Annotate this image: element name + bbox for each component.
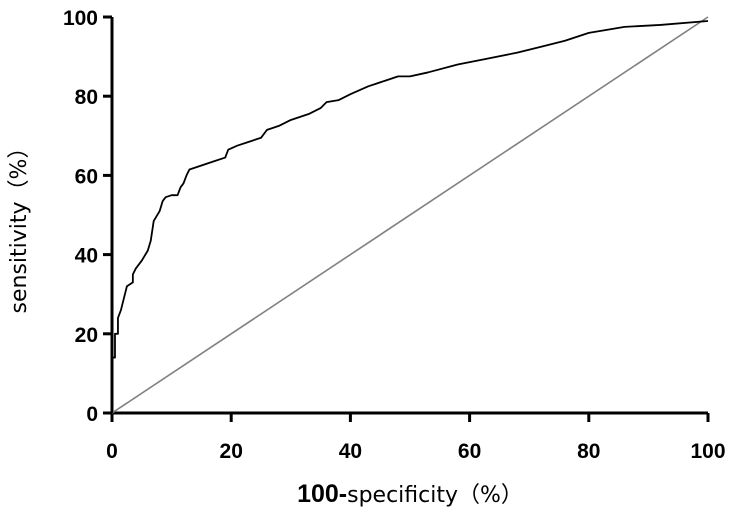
- y-tick-label: 0: [86, 403, 98, 426]
- x-axis-title-prefix: 100-: [297, 480, 347, 508]
- y-tick-label: 60: [75, 165, 98, 188]
- x-tick-label: 60: [458, 440, 481, 463]
- x-tick-label: 100: [690, 440, 725, 463]
- x-tick-label: 40: [339, 440, 362, 463]
- y-tick-label: 40: [75, 245, 98, 268]
- roc-curve-line: [111, 20, 709, 413]
- x-tick-label: 80: [577, 440, 600, 463]
- reference-diagonal-line: [111, 16, 709, 414]
- y-axis-title: sensitivity（%）: [7, 137, 32, 314]
- x-axis-title: 100-specificity（%）: [297, 480, 523, 508]
- x-tick-label: 20: [220, 440, 243, 463]
- axes-layer: [110, 17, 708, 415]
- x-tick-label: 0: [106, 440, 118, 463]
- series-layer: [111, 16, 709, 414]
- y-tick-label: 100: [63, 7, 98, 30]
- y-tick-label: 20: [75, 324, 98, 347]
- ticks-layer: 0 20 40 60 80 100 0 20 40 60 80 100: [63, 7, 726, 463]
- x-axis-title-suffix: specificity（%）: [347, 483, 523, 508]
- y-tick-label: 80: [75, 86, 98, 109]
